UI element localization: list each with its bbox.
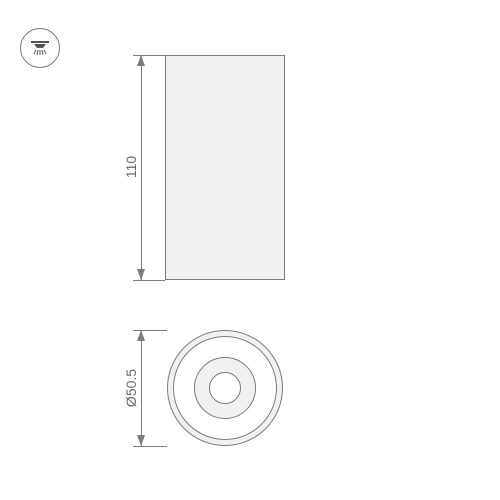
dim-extension-line <box>133 280 165 281</box>
technical-drawing: 110 Ø50.5 <box>0 0 500 500</box>
dim-line-height <box>141 55 142 280</box>
fixture-type-icon <box>20 28 60 68</box>
elevation-view <box>165 55 285 280</box>
dim-arrow <box>137 330 145 341</box>
plan-ring-inner <box>209 372 241 404</box>
dim-height-label: 110 <box>123 156 139 178</box>
dim-line-diameter <box>141 330 142 446</box>
dim-arrow <box>137 269 145 280</box>
dim-arrow <box>137 435 145 446</box>
dim-extension-line <box>133 446 167 447</box>
dim-diameter-label: Ø50.5 <box>123 369 139 407</box>
downlight-icon <box>28 36 52 60</box>
plan-view <box>167 330 283 446</box>
dim-arrow <box>137 55 145 66</box>
